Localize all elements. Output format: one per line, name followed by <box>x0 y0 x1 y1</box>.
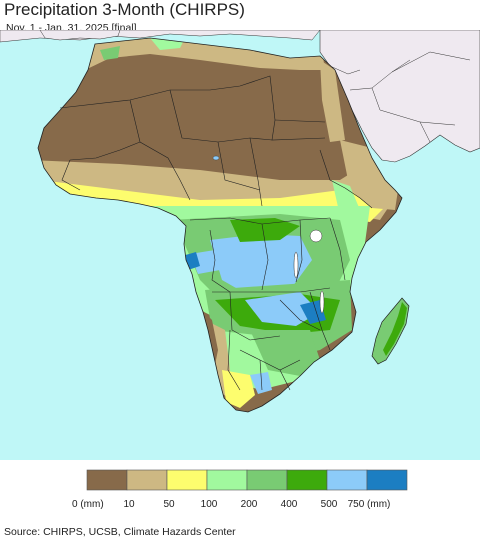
lake-malawi <box>319 290 325 314</box>
legend-tick-label: 500 <box>321 499 338 510</box>
legend-swatch <box>366 469 408 491</box>
lake-tanganyika <box>293 251 299 279</box>
map-title: Precipitation 3-Month (CHIRPS) <box>4 0 245 19</box>
country-borders <box>59 75 373 391</box>
legend-swatch <box>126 469 168 491</box>
madagascar-wet-coast <box>383 302 407 356</box>
legend-tick-label: 10 <box>123 499 135 510</box>
lake-chad <box>212 155 220 161</box>
legend-swatch <box>286 469 328 491</box>
legend-tick-label: 400 <box>281 499 298 510</box>
source-credit: Source: CHIRPS, UCSB, Climate Hazards Ce… <box>4 526 236 538</box>
legend-colorbar <box>86 469 408 491</box>
arabia-borders <box>329 51 471 143</box>
legend-tick-label: 50 <box>163 499 175 510</box>
lake-victoria <box>309 229 323 243</box>
legend: 0 (mm) 10 50 100 200 400 500 750 (mm) <box>72 469 408 510</box>
legend-tick-label: 750 (mm) <box>348 499 391 510</box>
legend-tick-label: 0 (mm) <box>72 499 104 510</box>
legend-labels: 0 (mm) 10 50 100 200 400 500 750 (mm) <box>72 499 390 510</box>
legend-swatch <box>206 469 248 491</box>
iberia-landmass <box>39 30 121 41</box>
legend-swatch <box>326 469 368 491</box>
legend-tick-label: 100 <box>201 499 218 510</box>
legend-tick-label: 200 <box>241 499 258 510</box>
legend-swatch <box>246 469 288 491</box>
legend-swatch <box>86 469 128 491</box>
legend-swatch <box>166 469 208 491</box>
precipitation-zones <box>38 38 400 408</box>
precipitation-map <box>0 30 480 460</box>
